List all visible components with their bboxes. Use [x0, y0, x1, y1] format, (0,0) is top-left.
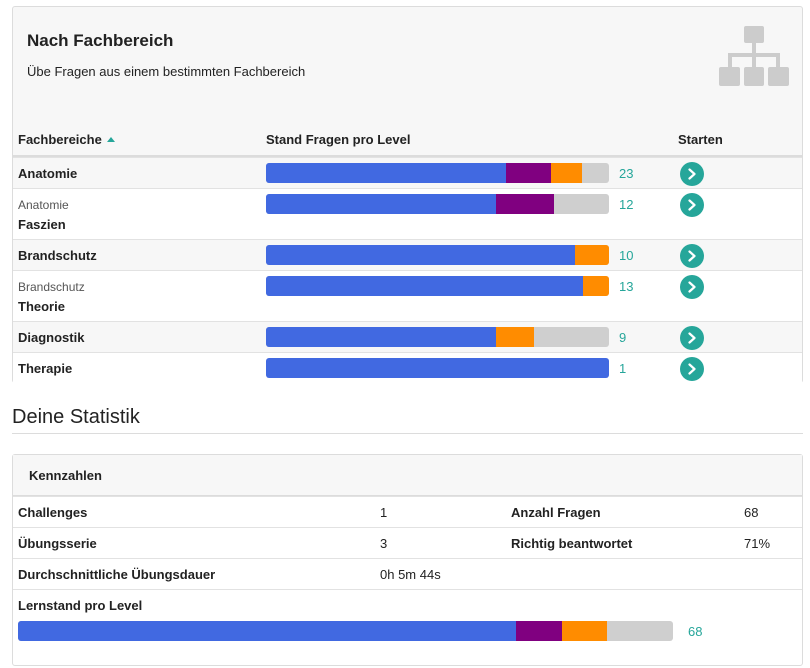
- uebungsdauer-label: Durchschnittliche Übungsdauer: [18, 567, 216, 582]
- level-progress-bar: [266, 327, 609, 347]
- start-button[interactable]: [680, 275, 704, 299]
- statistics-divider: [12, 433, 803, 434]
- level-1-segment: [266, 245, 575, 265]
- row-parent-category: Anatomie: [18, 198, 69, 212]
- table-row: Therapie 1: [13, 352, 802, 383]
- chevron-right-icon: [688, 168, 696, 180]
- lernstand-progress-bar: [18, 621, 673, 641]
- level-progress-bar: [266, 276, 609, 296]
- uebungsserie-value: 3: [380, 536, 388, 551]
- table-row: Diagnostik 9: [13, 321, 802, 352]
- lernstand-row: Lernstand pro Level: [13, 589, 802, 665]
- column-header-starten: Starten: [678, 132, 723, 147]
- level-2-segment: [495, 194, 555, 214]
- richtig-beantwortet-value: 71%: [744, 536, 771, 551]
- challenges-label: Challenges: [18, 505, 88, 520]
- row-name: Therapie: [18, 361, 73, 376]
- row-parent-category: Brandschutz: [18, 280, 85, 294]
- kennzahlen-title: Kennzahlen: [29, 468, 102, 483]
- stats-row: Challenges 1 Anzahl Fragen 68: [13, 496, 802, 527]
- question-count: 10: [619, 248, 634, 263]
- table-row: Anatomie Faszien 12: [13, 188, 802, 239]
- fachbereich-panel: Nach Fachbereich Übe Fragen aus einem be…: [12, 6, 803, 383]
- start-button[interactable]: [680, 162, 704, 186]
- start-button[interactable]: [680, 244, 704, 268]
- stats-row: Übungsserie 3 Richtig beantwortet 71%: [13, 527, 802, 558]
- stats-row: Durchschnittliche Übungsdauer 0h 5m 44s: [13, 558, 802, 589]
- row-name: Diagnostik: [18, 330, 85, 345]
- start-button[interactable]: [680, 193, 704, 217]
- level-1-segment: [266, 194, 496, 214]
- table-header-divider: [13, 155, 802, 157]
- chevron-right-icon: [688, 363, 696, 375]
- chevron-right-icon: [688, 332, 696, 344]
- level-3-segment: [574, 245, 609, 265]
- column-header-stand: Stand Fragen pro Level: [266, 132, 411, 147]
- level-progress-bar: [266, 194, 609, 214]
- chevron-right-icon: [688, 250, 696, 262]
- start-button[interactable]: [680, 357, 704, 381]
- level-progress-bar: [266, 245, 609, 265]
- richtig-beantwortet-label: Richtig beantwortet: [511, 536, 633, 551]
- question-count: 9: [619, 330, 627, 345]
- row-name: Theorie: [18, 299, 65, 314]
- chevron-right-icon: [688, 281, 696, 293]
- column-header-fachbereiche-label: Fachbereiche: [18, 132, 102, 147]
- question-count: 13: [619, 279, 634, 294]
- sort-ascending-icon: [106, 137, 115, 142]
- uebungsdauer-value: 0h 5m 44s: [380, 567, 441, 582]
- fachbereich-title: Nach Fachbereich: [27, 31, 174, 50]
- statistics-heading: Deine Statistik: [12, 406, 140, 428]
- level-1-segment: [266, 163, 507, 183]
- level-2-segment: [506, 163, 551, 183]
- level-2-segment: [515, 621, 562, 641]
- anzahl-fragen-value: 68: [744, 505, 759, 520]
- anzahl-fragen-label: Anzahl Fragen: [511, 505, 601, 520]
- table-row: Brandschutz 10: [13, 239, 802, 270]
- start-button[interactable]: [680, 326, 704, 350]
- level-progress-bar: [266, 163, 609, 183]
- level-1-segment: [266, 327, 496, 347]
- level-progress-bar: [266, 358, 609, 378]
- chevron-right-icon: [688, 199, 696, 211]
- level-3-segment: [561, 621, 608, 641]
- level-3-segment: [583, 276, 609, 296]
- table-row: Brandschutz Theorie 13: [13, 270, 802, 321]
- table-row: Anatomie 23: [13, 157, 802, 188]
- kennzahlen-panel: Kennzahlen Challenges 1 Anzahl Fragen 68…: [12, 454, 803, 666]
- lernstand-label: Lernstand pro Level: [18, 598, 143, 613]
- level-3-segment: [550, 163, 582, 183]
- fachbereich-subtitle: Übe Fragen aus einem bestimmten Fachbere…: [27, 64, 306, 79]
- level-3-segment: [495, 327, 534, 347]
- hierarchy-icon: [719, 26, 789, 86]
- row-name: Brandschutz: [18, 248, 97, 263]
- challenges-value: 1: [380, 505, 388, 520]
- question-count: 12: [619, 197, 634, 212]
- kennzahlen-header: Kennzahlen: [13, 455, 802, 496]
- column-header-fachbereiche[interactable]: Fachbereiche: [18, 132, 115, 147]
- row-name: Anatomie: [18, 166, 78, 181]
- question-count: 23: [619, 166, 634, 181]
- level-1-segment: [18, 621, 516, 641]
- uebungsserie-label: Übungsserie: [18, 536, 97, 551]
- level-1-segment: [266, 276, 584, 296]
- row-name: Faszien: [18, 217, 66, 232]
- question-count: 1: [619, 361, 627, 376]
- level-1-segment: [266, 358, 609, 378]
- lernstand-count: 68: [688, 624, 703, 639]
